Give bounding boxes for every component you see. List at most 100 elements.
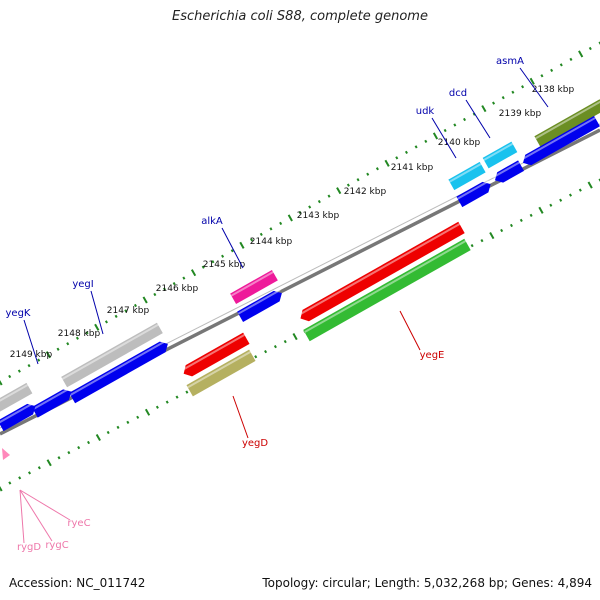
gene-yegK-shape — [0, 382, 33, 412]
minor-tick — [501, 96, 505, 100]
gene-label-text: alkA — [201, 216, 223, 227]
scale-label: 2144 kbp — [250, 237, 293, 247]
minor-tick — [559, 198, 563, 202]
leader-line — [465, 99, 491, 139]
summary-text: Topology: circular; Length: 5,032,268 bp… — [262, 576, 592, 590]
gene-label-text: rygC — [45, 540, 68, 551]
scale-label: 2138 kbp — [532, 85, 575, 95]
minor-tick — [308, 205, 312, 209]
leader-line — [399, 310, 421, 351]
gene-asmA-cds-shape — [523, 115, 600, 166]
gene-label-text: dcd — [449, 88, 467, 99]
major-tick — [94, 323, 100, 331]
minor-tick — [511, 90, 515, 94]
gene-yegE-feature-shape — [303, 238, 471, 342]
minor-tick — [175, 395, 179, 399]
minor-tick — [250, 238, 254, 242]
minor-tick — [66, 342, 70, 346]
minor-tick — [67, 451, 71, 455]
gene-yegE-feature — [303, 238, 471, 342]
minor-tick — [264, 350, 268, 354]
minor-tick — [254, 355, 258, 359]
gene-dcd-cds — [492, 160, 525, 183]
minor-tick — [569, 57, 573, 62]
minor-tick — [424, 139, 428, 144]
minor-tick — [27, 471, 32, 475]
gene-yegI-cds-highlight — [69, 339, 167, 396]
gene-yegI-cds — [69, 339, 168, 404]
scale-label: 2149 kbp — [10, 350, 53, 360]
minor-tick — [273, 344, 277, 349]
major-tick — [45, 351, 51, 359]
minor-tick — [298, 210, 302, 215]
major-tick — [0, 485, 3, 492]
minor-tick — [395, 156, 399, 160]
gene-asmA-shape — [534, 99, 600, 147]
gene-yegI-shape — [61, 322, 163, 388]
major-tick — [587, 181, 593, 189]
minor-tick — [549, 203, 553, 207]
major-tick — [538, 206, 544, 214]
scale-label: 2143 kbp — [297, 211, 340, 221]
leader-line — [221, 227, 244, 269]
gene-yegD-feature — [186, 349, 256, 397]
gene-yegK-cds-2 — [0, 402, 36, 432]
gene-label-udk: udk — [416, 106, 457, 159]
minor-tick — [279, 221, 283, 226]
minor-tick — [124, 309, 128, 313]
minor-tick — [172, 281, 176, 286]
gene-yegI-cds-shape — [69, 341, 168, 404]
major-tick — [287, 214, 293, 222]
gene-alkA-cds — [237, 289, 282, 323]
rna-arrow-ryeC — [2, 448, 10, 460]
scale-label: 2142 kbp — [344, 187, 387, 197]
gene-yegD-feature-shape — [186, 349, 256, 397]
minor-tick — [57, 456, 61, 460]
scale-label: 2145 kbp — [203, 260, 246, 270]
minor-tick — [165, 400, 169, 404]
gene-label-text: yegE — [420, 350, 445, 361]
scale-label: 2140 kbp — [438, 138, 481, 148]
outer-tick-row — [0, 41, 600, 386]
gene-yegE — [298, 221, 465, 322]
minor-tick — [56, 347, 60, 351]
map-labels: 2138 kbp 2139 kbp 2140 kbp 2141 kbp 2142 kbp… — [6, 56, 575, 553]
minor-tick — [404, 150, 408, 154]
minor-tick — [114, 314, 118, 319]
gene-asmA-cds-highlight — [520, 117, 596, 161]
minor-tick — [116, 425, 120, 430]
minor-tick — [27, 363, 31, 368]
minor-tick — [492, 101, 496, 105]
gene-label-rygC: rygC — [19, 489, 69, 551]
gene-label-yegI: yegI — [72, 279, 104, 335]
gene-yegD-highlight — [181, 334, 245, 372]
major-tick — [578, 50, 584, 58]
gene-yegD-feature-highlight — [187, 351, 251, 389]
scale-label: 2146 kbp — [156, 284, 199, 294]
gene-udk-cds — [456, 180, 491, 208]
gene-asmA-highlight — [535, 100, 600, 140]
gene-yegI-highlight — [61, 323, 159, 380]
scale-label: 2139 kbp — [499, 109, 542, 119]
major-tick — [529, 77, 535, 85]
minor-tick — [155, 405, 159, 409]
major-tick — [481, 105, 487, 113]
gene-label-text: yegD — [242, 438, 268, 449]
minor-tick — [550, 68, 554, 72]
gene-udk-cds-shape — [456, 181, 491, 208]
gene-alkA-shape — [230, 269, 278, 305]
leader-line — [23, 319, 39, 365]
minor-tick — [75, 336, 79, 340]
gene-yegD-shape — [183, 332, 250, 377]
major-tick — [142, 296, 148, 304]
gene-label-yegD: yegD — [232, 395, 268, 449]
gene-dcd-highlight — [483, 142, 514, 161]
map-title: Escherichia coli S88, complete genome — [172, 9, 428, 24]
gene-asmA — [534, 99, 600, 147]
major-tick — [489, 232, 495, 240]
minor-tick — [106, 430, 110, 435]
gene-alkA-highlight — [230, 271, 274, 297]
gene-label-dcd: dcd — [449, 88, 491, 139]
leader-line — [519, 67, 549, 108]
